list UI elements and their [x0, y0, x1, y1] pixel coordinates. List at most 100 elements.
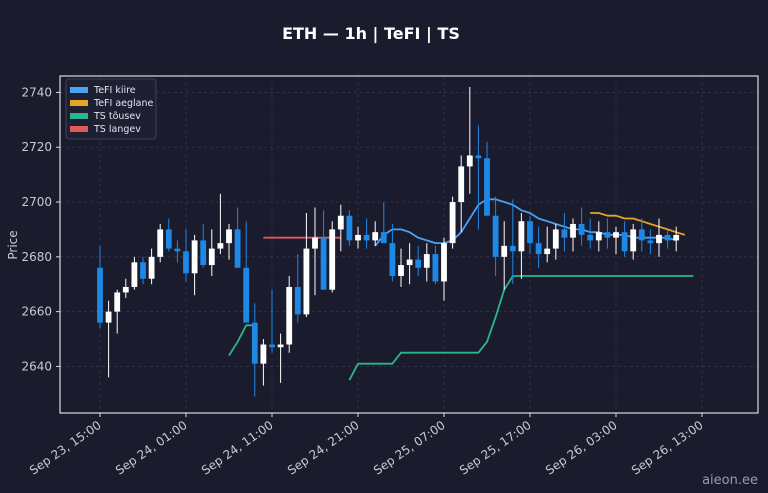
candle-body	[234, 229, 241, 268]
candle	[355, 226, 361, 249]
legend-swatch	[70, 100, 88, 106]
candle-body	[501, 245, 508, 257]
candle-body	[423, 254, 430, 268]
candle	[449, 196, 456, 249]
y-tick-label: 2680	[21, 250, 52, 264]
candle-body	[243, 267, 250, 323]
candle	[294, 254, 301, 323]
y-tick-label: 2660	[21, 305, 52, 319]
candle-body	[363, 234, 370, 241]
candle	[320, 210, 327, 290]
candle	[243, 221, 250, 323]
candle-body	[346, 215, 353, 241]
x-tick-label: Sep 24, 11:00	[199, 418, 276, 478]
candle-body	[105, 311, 112, 323]
candle-body	[415, 259, 422, 268]
candle-body	[165, 229, 172, 249]
candle-body	[251, 322, 258, 364]
candle	[578, 207, 585, 246]
candle-body	[208, 248, 215, 266]
candle-body	[122, 286, 129, 293]
candle-body	[140, 262, 146, 279]
candle-body	[114, 292, 121, 312]
candle-body	[527, 221, 533, 244]
legend-label: TeFI kiire	[93, 85, 136, 96]
candle-body	[217, 243, 224, 249]
candle-body	[509, 245, 516, 252]
candle	[380, 202, 387, 244]
candle-body	[226, 229, 232, 244]
candle	[630, 223, 637, 260]
candle	[466, 86, 473, 194]
candle	[458, 155, 465, 233]
legend: TeFI kiire TeFI aeglane TS tõusev TS langev	[65, 78, 157, 140]
candle	[389, 223, 396, 282]
candle	[509, 199, 516, 285]
candle	[217, 193, 224, 255]
candle	[191, 234, 198, 296]
candle-body	[604, 232, 611, 238]
x-tick-label: Sep 23, 15:00	[27, 418, 104, 478]
candle	[157, 223, 164, 263]
candle-body	[329, 229, 336, 290]
candle-body	[183, 251, 189, 274]
candle-body	[389, 243, 396, 277]
plot-frame	[59, 75, 759, 414]
candle	[260, 339, 267, 386]
y-tick-label: 2720	[21, 140, 52, 154]
candle-body	[638, 229, 645, 241]
candle	[269, 289, 275, 353]
candle	[415, 245, 422, 277]
x-tick-label: Sep 24, 01:00	[113, 418, 190, 478]
candle	[441, 237, 447, 301]
candle-body	[544, 248, 551, 255]
legend-swatch	[70, 126, 88, 132]
y-tick-label: 2640	[21, 359, 52, 373]
candle-body	[570, 223, 576, 238]
candle	[621, 221, 628, 257]
candle-body	[303, 248, 310, 315]
candle	[131, 256, 138, 290]
candle	[673, 226, 680, 252]
candle	[303, 212, 310, 318]
x-axis: Sep 23, 15:00 Sep 24, 01:00 Sep 24, 11:00 S…	[27, 413, 706, 478]
candle	[587, 218, 594, 249]
candle-body	[630, 229, 637, 252]
ts-tousev-line	[228, 324, 255, 356]
candle	[346, 210, 353, 246]
candle	[140, 256, 146, 285]
x-tick-label: Sep 26, 13:00	[629, 418, 706, 478]
candle-body	[157, 229, 164, 257]
ts-tousev-line	[348, 275, 694, 381]
legend-swatch	[70, 87, 88, 93]
tefi-aeglane-line	[590, 212, 686, 236]
legend-label: TS langev	[93, 124, 141, 135]
candle	[329, 221, 336, 293]
candle-body	[355, 234, 361, 241]
candles	[97, 86, 680, 397]
y-axis-label: Price	[6, 230, 20, 259]
candle-body	[191, 240, 198, 274]
candle-body	[380, 232, 387, 244]
y-tick-label: 2700	[21, 195, 52, 209]
candle	[105, 300, 112, 378]
candle	[122, 278, 129, 298]
legend-swatch	[70, 113, 88, 119]
candle-body	[200, 240, 207, 266]
legend-box	[65, 78, 157, 140]
candle	[518, 212, 525, 279]
candle	[561, 212, 568, 252]
chart-title: ETH — 1h | TeFI | TS	[282, 24, 460, 44]
x-tick-label: Sep 26, 03:00	[543, 418, 620, 478]
candle-body	[432, 254, 439, 282]
y-axis: 2640 2660 2680 2700 2720 2740	[21, 85, 60, 373]
candle	[226, 223, 232, 260]
watermark: aieon.ee	[702, 473, 758, 488]
candle-body	[656, 234, 662, 244]
candle-body	[578, 223, 585, 235]
legend-label: TeFI aeglane	[93, 98, 153, 109]
candle-body	[320, 237, 327, 290]
x-tick-label: Sep 25, 17:00	[457, 418, 534, 478]
candle-body	[458, 166, 465, 203]
